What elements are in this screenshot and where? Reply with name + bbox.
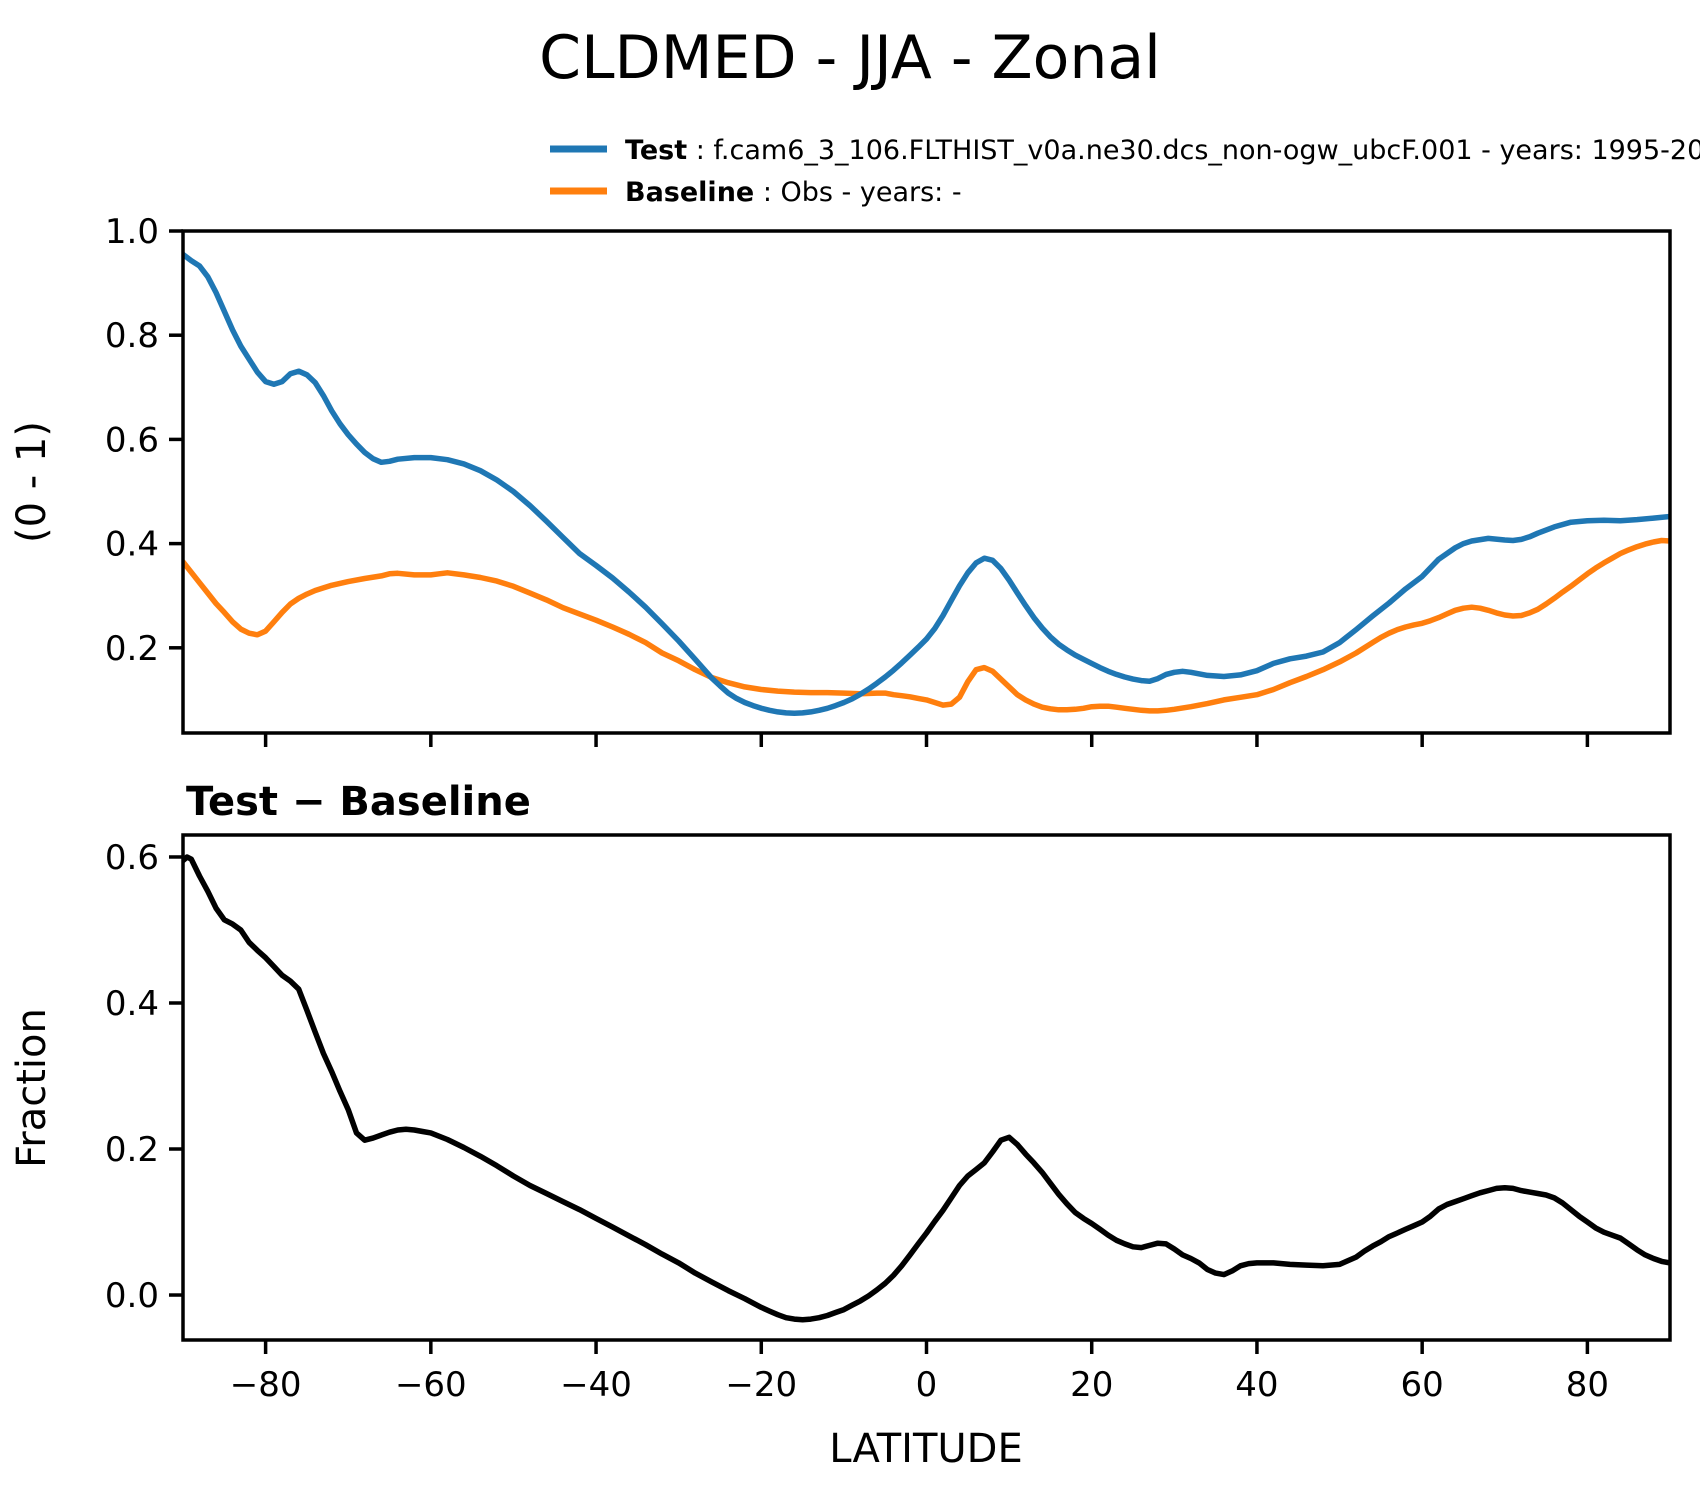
- y-tick-label: 0.6: [105, 838, 159, 878]
- bottom-panel-frame: [181, 833, 1672, 1342]
- x-tick-label: 40: [1235, 1365, 1278, 1405]
- figure-title: CLDMED - JJA - Zonal: [539, 23, 1161, 93]
- legend: Test : f.cam6_3_106.FLTHIST_v0a.ne30.dcs…: [550, 135, 1700, 208]
- legend-item-test: Test : f.cam6_3_106.FLTHIST_v0a.ne30.dcs…: [550, 135, 1700, 166]
- x-tick-label: 60: [1401, 1365, 1444, 1405]
- x-tick-label: 80: [1566, 1365, 1609, 1405]
- bottom-y-axis-label: Fraction: [9, 1008, 55, 1168]
- test-line: [183, 251, 1670, 716]
- bottom-panel-ticks: −80 −60 −40 −20 0 20 40 60 80 0.0 0.2 0.4 0.6: [105, 838, 1609, 1405]
- legend-desc-test: : f.cam6_3_106.FLTHIST_v0a.ne30.dcs_non-…: [687, 135, 1700, 166]
- top-y-axis-label: (0 - 1): [9, 421, 55, 543]
- y-tick-label: 1.0: [105, 212, 159, 252]
- difference-line: [183, 854, 1670, 1323]
- top-panel-frame: [181, 229, 1672, 735]
- y-tick-label: 0.4: [105, 525, 159, 565]
- difference-subtitle: Test − Baseline: [186, 779, 531, 825]
- x-tick-label: 0: [916, 1365, 938, 1405]
- y-tick-label: 0.8: [105, 316, 159, 356]
- top-panel: 0.2 0.4 0.6 0.8 1.0 (0 - 1): [9, 212, 1672, 747]
- y-tick-label: 0.4: [105, 984, 159, 1024]
- legend-label-baseline: Baseline: [625, 177, 754, 208]
- y-tick-label: 0.6: [105, 420, 159, 460]
- x-tick-label: −40: [560, 1365, 632, 1405]
- y-tick-label: 0.0: [105, 1276, 159, 1316]
- legend-label-test: Test: [625, 135, 687, 166]
- x-tick-label: −60: [395, 1365, 467, 1405]
- y-tick-label: 0.2: [105, 1130, 159, 1170]
- baseline-line: [183, 537, 1670, 714]
- y-tick-label: 0.2: [105, 629, 159, 669]
- legend-entry-test: Test : f.cam6_3_106.FLTHIST_v0a.ne30.dcs…: [625, 135, 1700, 166]
- legend-desc-baseline: : Obs - years: -: [754, 177, 961, 208]
- x-axis-label: LATITUDE: [829, 1426, 1022, 1472]
- top-panel-ticks: 0.2 0.4 0.6 0.8 1.0: [105, 212, 1590, 747]
- legend-item-baseline: Baseline : Obs - years: -: [550, 177, 962, 208]
- x-tick-label: 20: [1070, 1365, 1113, 1405]
- x-tick-label: −20: [725, 1365, 797, 1405]
- x-tick-label: −80: [230, 1365, 302, 1405]
- legend-entry-baseline: Baseline : Obs - years: -: [625, 177, 962, 208]
- bottom-panel: −80 −60 −40 −20 0 20 40 60 80 0.0 0.2 0.4 0.6 Fracti…: [9, 833, 1672, 1472]
